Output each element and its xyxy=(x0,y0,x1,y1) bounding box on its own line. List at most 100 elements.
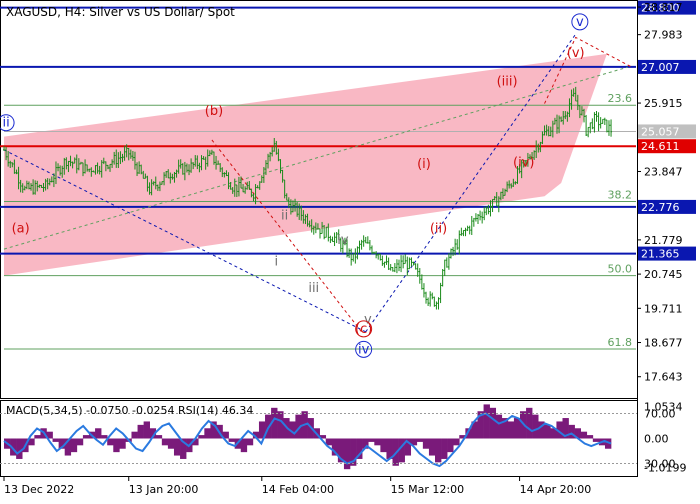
macd-bar xyxy=(149,428,157,439)
macd-bar xyxy=(562,418,569,439)
macd-bar xyxy=(95,428,102,439)
macd-bar xyxy=(495,414,503,439)
macd-bar xyxy=(52,438,59,442)
macd-bar xyxy=(319,435,327,439)
macd-bar xyxy=(210,421,217,439)
macd-bar xyxy=(277,411,284,439)
y-tick-label: 20.745 xyxy=(644,268,683,281)
macd-bar xyxy=(526,407,533,439)
macd-bar xyxy=(64,438,72,456)
macd-bar xyxy=(380,438,387,453)
wave-label-circle xyxy=(0,114,15,132)
fib-level-label: 23.6 xyxy=(608,92,633,105)
macd-bar xyxy=(46,431,53,439)
wave-label: iii xyxy=(308,281,319,296)
macd-bar xyxy=(173,438,181,456)
macd-bar xyxy=(501,418,509,439)
y-tick-label: 25.915 xyxy=(644,97,683,110)
current-price-tag xyxy=(638,124,696,139)
macd-bar xyxy=(386,438,393,459)
macd-bar xyxy=(453,438,460,446)
wave-label: (b) xyxy=(205,104,223,119)
macd-bar xyxy=(362,438,369,449)
rsi-70-label: 70.00 xyxy=(644,408,676,421)
macd-bar xyxy=(471,421,478,439)
macd-bar xyxy=(422,438,430,449)
wave-guide-line xyxy=(3,149,366,333)
macd-bar xyxy=(550,428,557,439)
y-tick-label: 21.779 xyxy=(644,234,683,247)
y-tick-label: 19.711 xyxy=(644,302,683,315)
macd-bar xyxy=(447,438,454,453)
macd-min-label: -1.0199 xyxy=(644,461,686,474)
macd-bar xyxy=(538,421,545,439)
macd-bar xyxy=(350,438,357,466)
macd-bar xyxy=(507,421,515,439)
fib-level-label: 38.2 xyxy=(608,188,633,201)
macd-bar xyxy=(228,438,235,442)
indicator-title: MACD(5,34,5) -0.0750 -0.0254 RSI(14) 46.… xyxy=(6,404,253,417)
wave-label: i xyxy=(275,255,279,270)
wave-label: iv xyxy=(337,233,349,248)
macd-bar xyxy=(343,438,351,470)
macd-bar xyxy=(532,414,539,439)
macd-bar xyxy=(82,435,90,439)
level-price-label: 27.007 xyxy=(641,61,680,74)
level-price-label: 21.365 xyxy=(641,248,680,261)
wave-label: (iv) xyxy=(513,155,534,170)
wave-label: iv xyxy=(358,342,370,357)
macd-bar xyxy=(76,438,84,446)
macd-bar xyxy=(246,438,254,446)
wave-label: (c) xyxy=(355,322,372,337)
macd-bar xyxy=(252,431,260,439)
macd-bar xyxy=(192,438,199,446)
wave-label: ii xyxy=(281,208,288,223)
macd-bar xyxy=(137,424,144,439)
chart-title: XAGUSD, H4: Silver vs US Dollar/ Spot xyxy=(6,5,235,19)
macd-bar xyxy=(410,438,418,446)
macd-bar xyxy=(465,428,472,439)
macd-bar xyxy=(113,438,120,453)
macd-bar xyxy=(556,421,563,439)
wave-guide-line xyxy=(211,139,362,333)
forecast-channel xyxy=(4,53,607,276)
macd-bar xyxy=(289,421,296,439)
macd-bar xyxy=(10,438,17,456)
y-tick-label: 17.643 xyxy=(644,371,683,384)
macd-bar xyxy=(568,424,575,439)
macd-bar xyxy=(513,418,521,439)
level-price-label: 24.611 xyxy=(641,140,680,153)
macd-bar xyxy=(428,438,436,456)
wave-label: (v) xyxy=(567,46,585,61)
wave-label: (a) xyxy=(12,222,30,237)
y-tick-label: 23.847 xyxy=(644,165,683,178)
macd-bar xyxy=(258,421,266,439)
macd-bar xyxy=(198,435,205,439)
macd-bar xyxy=(374,438,381,446)
macd-bar xyxy=(155,435,163,439)
macd-bar xyxy=(580,431,588,439)
macd-bar xyxy=(441,438,448,459)
x-tick-label: 13 Dec 2022 xyxy=(4,483,74,496)
level-price-label: 22.776 xyxy=(641,201,680,214)
wave-label: (iii) xyxy=(497,74,518,89)
macd-bar xyxy=(204,428,211,439)
wave-label: v xyxy=(364,313,372,328)
macd-bar xyxy=(398,438,405,463)
macd-zero-label: 0.00 xyxy=(644,433,669,446)
macd-bar xyxy=(356,438,363,459)
y-tick-label: 28.817 xyxy=(644,1,683,14)
rsi-30-label: 30.00 xyxy=(644,458,676,471)
wave-label: ii xyxy=(2,116,9,131)
macd-bar xyxy=(70,438,78,453)
x-tick-label: 14 Feb 04:00 xyxy=(262,483,334,496)
level-price-tag xyxy=(638,199,696,214)
wave-label-circle xyxy=(355,320,373,338)
macd-bar xyxy=(604,438,612,449)
macd-bar xyxy=(131,431,138,439)
macd-bar xyxy=(34,435,41,439)
macd-bar xyxy=(404,438,412,456)
macd-bar xyxy=(28,438,35,446)
